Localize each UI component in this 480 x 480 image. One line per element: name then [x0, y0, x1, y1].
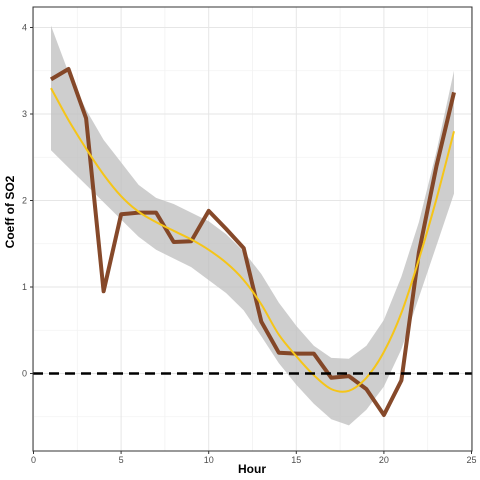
smoothed-trend-line — [50, 87, 455, 393]
x-tick-label: 5 — [119, 455, 124, 465]
x-tick-label: 20 — [379, 455, 389, 465]
y-tick-label: 2 — [22, 196, 27, 206]
y-tick-label: 3 — [22, 109, 27, 119]
x-tick-label: 25 — [466, 455, 476, 465]
x-tick-label: 10 — [204, 455, 214, 465]
axes: 0 5 10 15 20 25 0 1 2 3 4 — [22, 6, 477, 465]
y-tick-label: 1 — [22, 282, 27, 292]
confidence-band-area — [51, 25, 454, 426]
so2-coefficient-line — [49, 67, 456, 417]
x-tick-label: 0 — [31, 455, 36, 465]
y-tick-label: 4 — [22, 23, 27, 33]
y-tick-label: 0 — [22, 369, 27, 379]
y-axis-title: Coeff of SO2 — [3, 175, 17, 248]
data-lines — [49, 67, 456, 417]
plot-panel-border — [32, 6, 473, 452]
x-tick-label: 15 — [291, 455, 301, 465]
confidence-band — [51, 25, 454, 426]
x-axis-title: Hour — [238, 462, 266, 476]
